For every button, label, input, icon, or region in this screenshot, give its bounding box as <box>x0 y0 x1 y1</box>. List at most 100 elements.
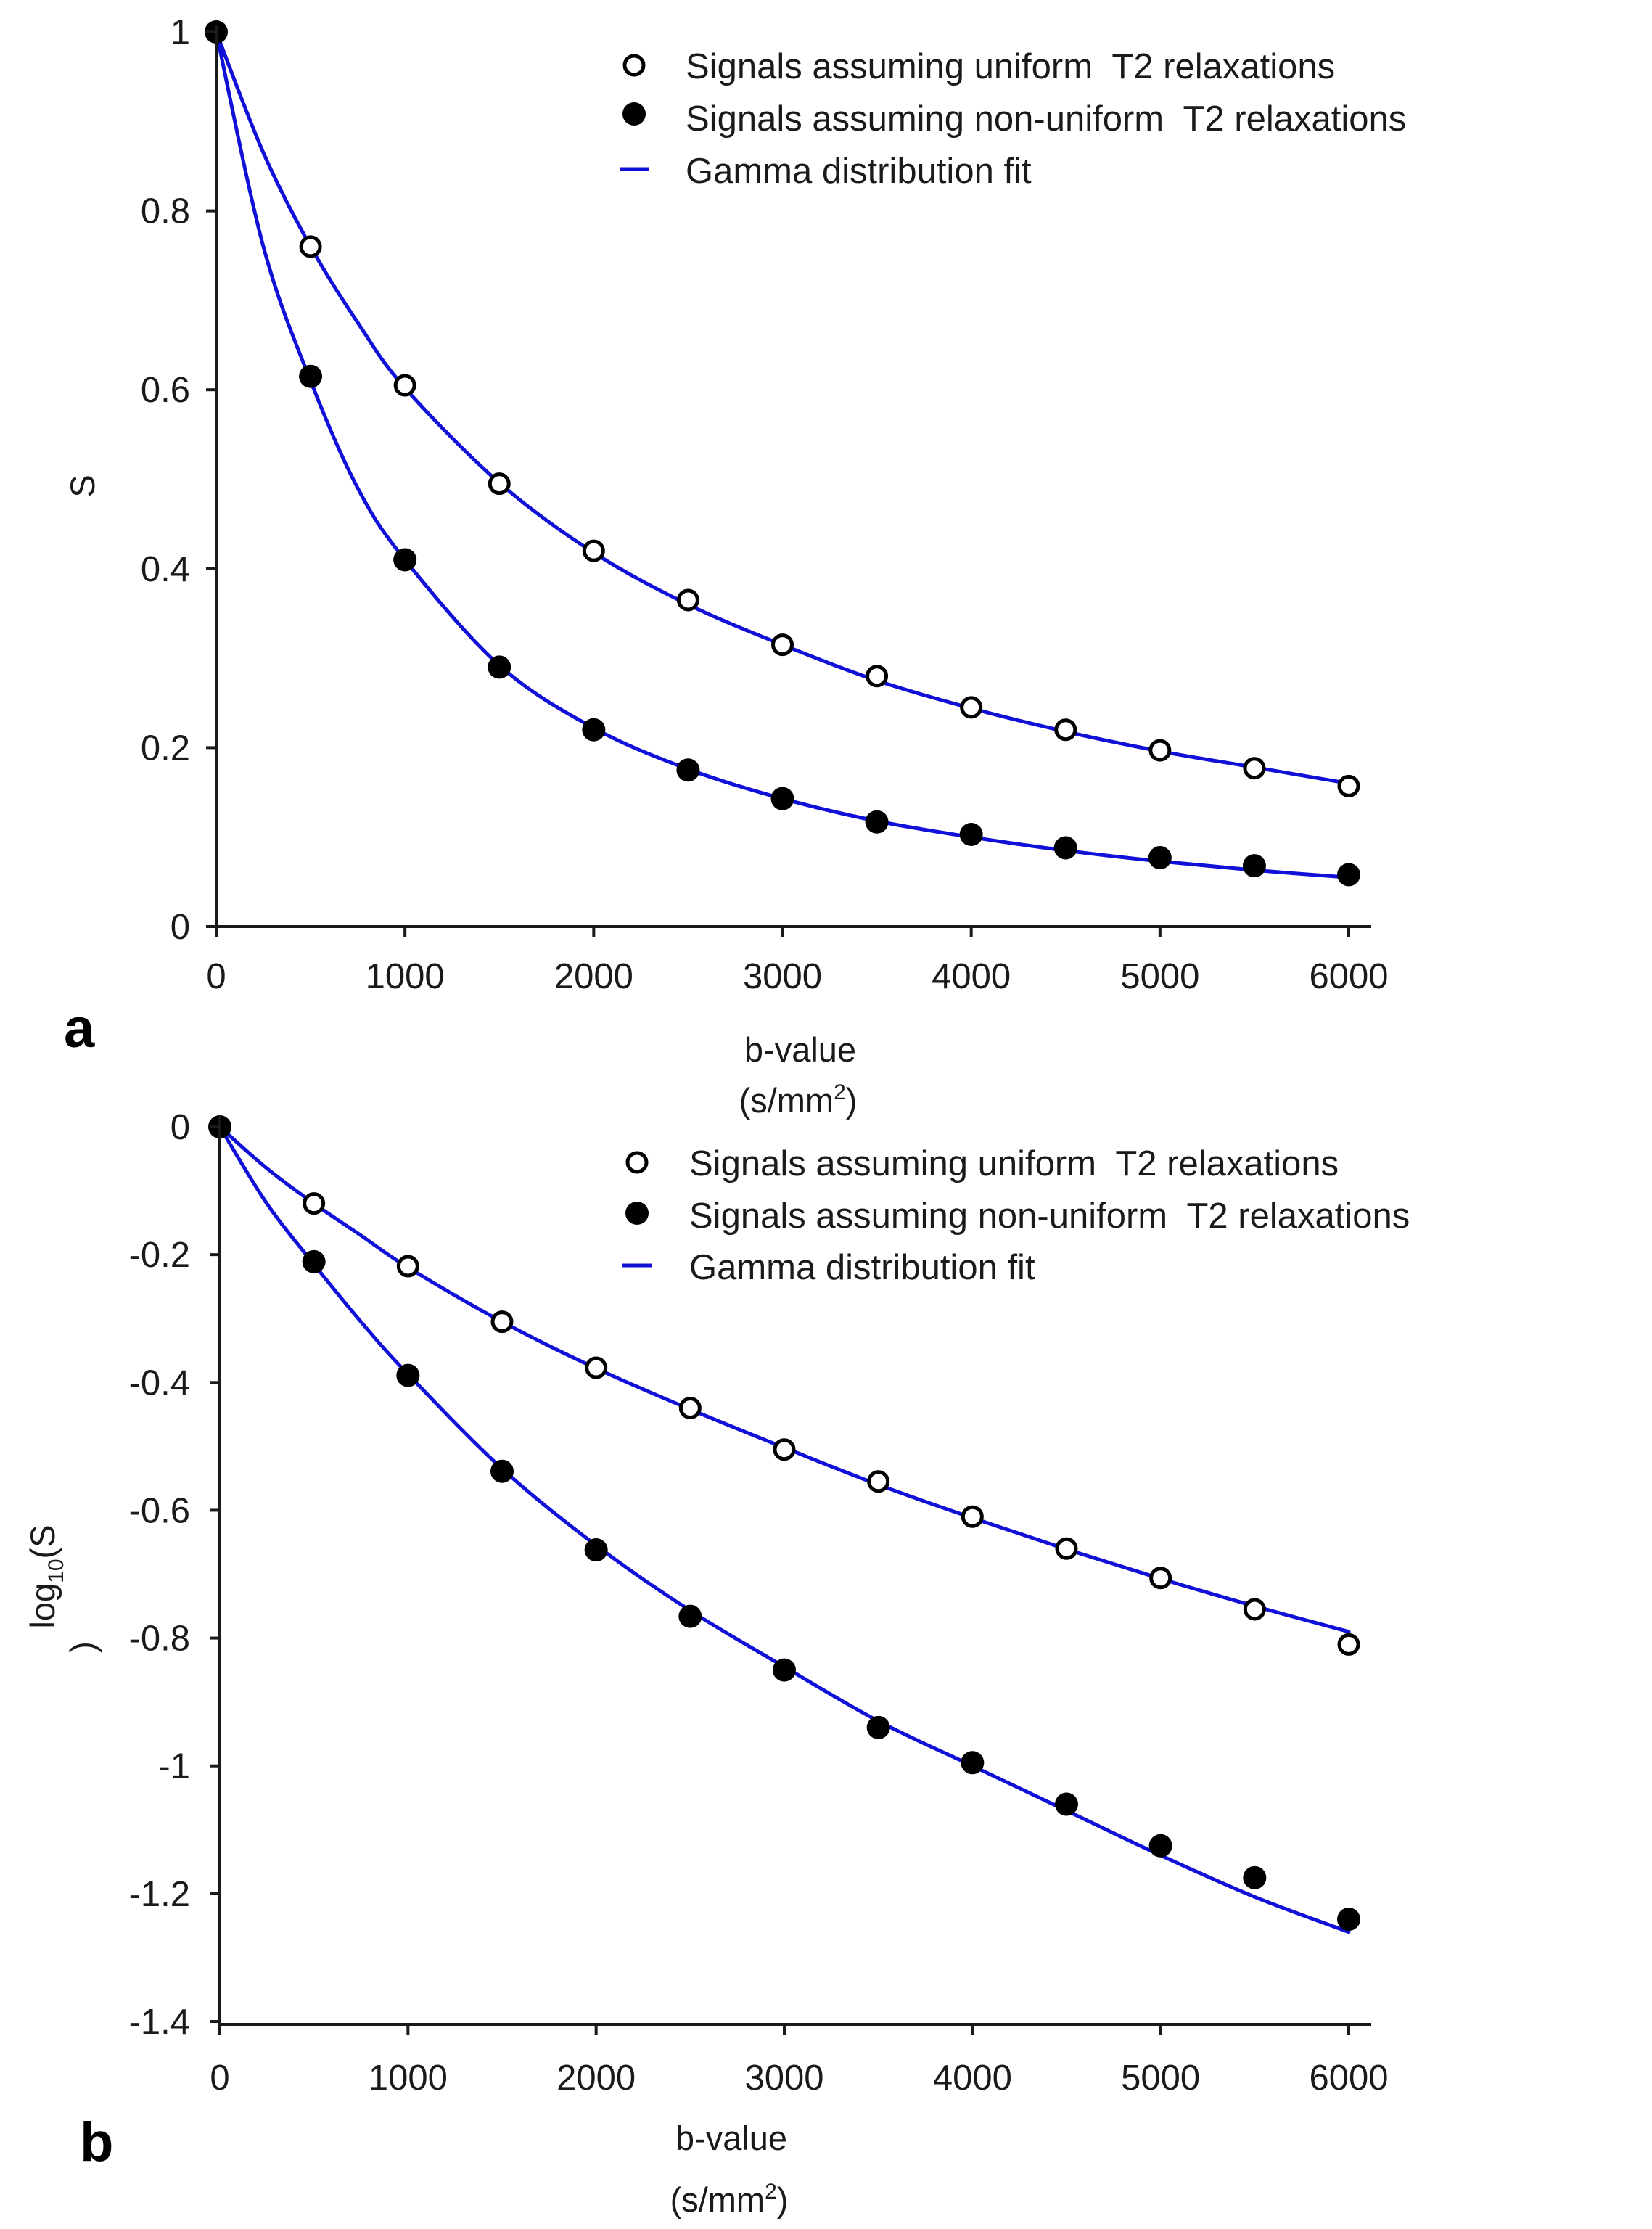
point-nonuniform-a-11 <box>1242 854 1266 878</box>
legend-a: Signals assuming uniform T2 relaxations … <box>620 47 1406 191</box>
point-nonuniform-a-3 <box>488 655 511 679</box>
point-uniform-a-4 <box>582 539 605 562</box>
point-nonuniform-b-9 <box>1055 1792 1078 1816</box>
point-nonuniform-a-9 <box>1053 836 1077 860</box>
x-tick-label-b-6: 6000 <box>1309 2058 1388 2098</box>
point-uniform-b-2 <box>396 1255 419 1278</box>
legend-marker-filled-a <box>622 102 646 126</box>
point-uniform-b-8 <box>961 1505 984 1528</box>
y-tick-label-b-1: -0.2 <box>129 1236 190 1275</box>
y-tick-label-b-0: 0 <box>170 1108 190 1147</box>
point-nonuniform-b-3 <box>490 1459 514 1483</box>
point-uniform-b-6 <box>773 1438 796 1461</box>
point-uniform-a-9 <box>1054 718 1077 742</box>
x-tick-label-a-0: 0 <box>206 957 226 996</box>
x-tick-label-a-6: 6000 <box>1309 957 1388 996</box>
ticks-b: 0 1000 2000 3000 4000 5000 6000 0 -0.2 -0.4 -0.6 -0… <box>129 1108 1389 2098</box>
x-axis-label-a: b-value <box>744 1030 856 1069</box>
panel-label-a: a <box>64 998 95 1059</box>
point-uniform-b-1 <box>303 1192 326 1215</box>
y-axis-label-a: S <box>63 475 102 497</box>
point-nonuniform-b-6 <box>773 1658 796 1682</box>
point-nonuniform-a-4 <box>582 718 606 742</box>
legend-entry-nonuniform-a: Signals assuming non-uniform T2 relaxati… <box>686 99 1406 139</box>
y-tick-label-b-5: -1 <box>158 1747 190 1786</box>
data-points-a <box>205 20 1360 887</box>
x-axis-label-b: b-value <box>675 2119 787 2157</box>
point-nonuniform-b-1 <box>302 1249 326 1273</box>
data-points-b <box>208 1115 1360 1932</box>
point-uniform-b-5 <box>678 1397 702 1420</box>
x-tick-label-b-0: 0 <box>210 2058 229 2098</box>
point-uniform-a-11 <box>1243 757 1266 780</box>
legend-entry-uniform-a: Signals assuming uniform T2 relaxations <box>686 47 1335 86</box>
x-axis-unit-a: (s/mm2) <box>739 1080 858 1120</box>
legend-entry-fit-a: Gamma distribution fit <box>686 152 1032 191</box>
point-nonuniform-b-10 <box>1148 1834 1172 1858</box>
x-tick-label-b-4: 4000 <box>933 2058 1012 2098</box>
y-tick-label-b-2: -0.4 <box>129 1363 190 1403</box>
x-tick-label-a-2: 2000 <box>554 957 633 996</box>
point-nonuniform-b-8 <box>961 1751 985 1775</box>
point-uniform-a-2 <box>393 374 416 397</box>
point-nonuniform-a-12 <box>1337 863 1360 887</box>
legend-entry-fit-b: Gamma distribution fit <box>689 1248 1035 1287</box>
point-uniform-a-10 <box>1148 739 1172 762</box>
point-uniform-a-7 <box>866 665 889 688</box>
point-nonuniform-b-12 <box>1337 1908 1360 1932</box>
point-nonuniform-a-8 <box>959 823 983 847</box>
y-tick-label-a-1: 0.2 <box>141 728 190 768</box>
point-uniform-b-7 <box>867 1470 890 1493</box>
legend-entry-uniform-b: Signals assuming uniform T2 relaxations <box>689 1144 1339 1183</box>
point-nonuniform-b-2 <box>396 1363 420 1387</box>
point-uniform-b-3 <box>490 1310 514 1334</box>
point-nonuniform-b-5 <box>678 1604 702 1628</box>
fit-line-b-0 <box>218 1125 1351 1634</box>
point-nonuniform-b-11 <box>1243 1865 1267 1889</box>
point-uniform-a-5 <box>676 588 699 612</box>
point-uniform-a-12 <box>1337 774 1360 797</box>
legend-entry-nonuniform-b: Signals assuming non-uniform T2 relaxati… <box>689 1196 1410 1236</box>
x-tick-label-a-5: 5000 <box>1120 957 1199 996</box>
point-nonuniform-a-7 <box>865 810 889 834</box>
legend-marker-open-b <box>625 1151 649 1174</box>
point-uniform-b-9 <box>1055 1537 1078 1560</box>
legend-marker-filled-b <box>625 1202 649 1225</box>
point-uniform-b-11 <box>1243 1598 1266 1621</box>
point-uniform-b-12 <box>1337 1633 1360 1656</box>
y-tick-label-a-3: 0.6 <box>141 371 190 410</box>
y-tick-label-b-7: -1.4 <box>129 2003 190 2042</box>
panel-label-b: b <box>80 2111 113 2173</box>
point-nonuniform-b-4 <box>584 1538 608 1562</box>
x-tick-label-b-1: 1000 <box>369 2058 448 2098</box>
ticks-a: 0 1000 2000 3000 4000 5000 6000 0 0.2 0.4 0.6 0.8 1 <box>141 13 1389 996</box>
point-uniform-b-4 <box>585 1356 608 1379</box>
y-axis-label-b: log10(S <box>23 1524 68 1628</box>
fit-line-a-0 <box>214 30 1351 786</box>
x-tick-label-a-1: 1000 <box>366 957 445 996</box>
point-nonuniform-a-10 <box>1148 846 1172 870</box>
point-uniform-a-6 <box>771 633 794 657</box>
x-tick-label-b-5: 5000 <box>1121 2058 1200 2098</box>
y-tick-label-a-0: 0 <box>170 908 190 947</box>
point-uniform-a-8 <box>960 696 983 719</box>
y-tick-label-b-6: -1.2 <box>129 1875 190 1914</box>
x-tick-label-b-2: 2000 <box>556 2058 636 2098</box>
x-axis-unit-b: (s/mm2) <box>670 2180 789 2219</box>
x-tick-label-b-3: 3000 <box>744 2058 823 2098</box>
point-uniform-b-10 <box>1149 1567 1172 1590</box>
x-tick-label-a-3: 3000 <box>743 957 822 996</box>
point-nonuniform-a-1 <box>299 364 323 388</box>
point-nonuniform-a-2 <box>393 548 417 572</box>
point-nonuniform-b-7 <box>866 1715 890 1739</box>
y-tick-label-a-4: 0.8 <box>141 192 190 231</box>
point-uniform-a-3 <box>488 472 511 496</box>
legend-marker-open-a <box>622 54 646 77</box>
chart-panel-a: 0 1000 2000 3000 4000 5000 600000.20.40.60.81 … <box>63 13 1406 1120</box>
y-axis-label-b-line2: ) <box>63 1641 102 1653</box>
point-nonuniform-a-5 <box>676 758 700 782</box>
chart-panel-b: 0 1000 2000 3000 4000 5000 6000 0 -0.2 -0.4 -0.6 -0… <box>23 1108 1410 2219</box>
y-tick-label-a-2: 0.4 <box>141 550 190 589</box>
legend-b: Signals assuming uniform T2 relaxations … <box>622 1144 1410 1287</box>
